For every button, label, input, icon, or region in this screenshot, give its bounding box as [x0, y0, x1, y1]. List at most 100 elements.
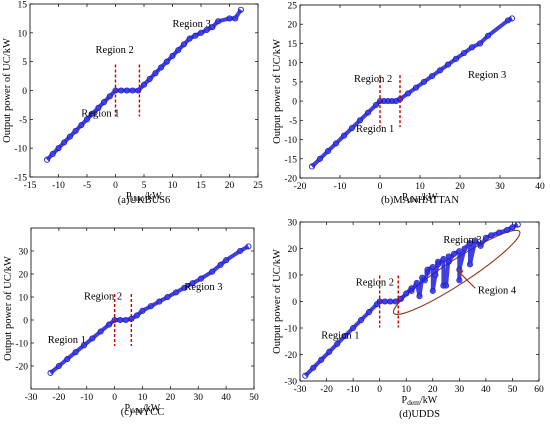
data-point	[440, 256, 447, 263]
x-tick-label: 10	[415, 182, 425, 192]
data-point	[152, 70, 159, 77]
x-tick-label: -10	[347, 385, 360, 395]
y-tick-label: 20	[288, 21, 298, 31]
y-tick-label: -5	[289, 117, 297, 127]
data-point	[334, 340, 341, 347]
data-point	[64, 356, 71, 363]
x-axis-title-sub: dem	[132, 194, 145, 203]
data-point	[412, 84, 420, 91]
data-point	[318, 356, 325, 363]
data-point	[484, 32, 492, 39]
x-tick-label: 20	[455, 182, 465, 192]
data-point	[197, 275, 205, 282]
y-tick-label: -10	[284, 136, 297, 146]
data-point	[326, 348, 333, 355]
data-point	[435, 261, 442, 268]
region-label: Region 2	[356, 278, 394, 289]
x-axis-title: Pdem/kW	[125, 403, 161, 415]
x-axis-title-main: P	[125, 403, 131, 414]
y-tick-label: 30	[288, 219, 298, 229]
data-point	[332, 140, 340, 147]
data-point	[477, 242, 484, 249]
y-tick-label: -20	[284, 175, 297, 185]
data-point	[444, 61, 452, 68]
x-axis-title: Pdem/kW	[402, 192, 438, 204]
x-tick-label: 30	[455, 385, 465, 395]
panel-caption: (a)UKBUS6	[118, 195, 171, 206]
data-point	[445, 258, 452, 265]
y-tick-label: -5	[19, 116, 27, 126]
x-axis-title-main: P	[126, 191, 132, 202]
y-tick-label: -20	[15, 363, 28, 373]
data-point	[472, 237, 479, 244]
data-point	[72, 127, 79, 134]
region-label: Region 4	[478, 286, 517, 297]
data-point	[372, 101, 380, 109]
data-point	[209, 24, 216, 31]
x-tick-label: -10	[80, 393, 93, 403]
data-point	[112, 87, 119, 94]
y-tick-label: 25	[288, 2, 298, 12]
x-tick-label: 20	[225, 181, 235, 191]
panel-caption: (c) NYCC	[121, 407, 164, 418]
data-point	[197, 29, 205, 36]
y-tick-label: -10	[15, 340, 28, 350]
data-point	[348, 124, 356, 132]
data-point	[324, 148, 332, 155]
y-tick-label: -10	[14, 145, 27, 155]
x-axis-title-sub: dem	[130, 406, 143, 415]
data-point	[466, 261, 474, 268]
data-point	[466, 240, 474, 247]
data-point	[316, 155, 324, 162]
data-point	[456, 248, 463, 255]
x-tick-label: -10	[52, 181, 65, 191]
data-point	[342, 332, 349, 340]
data-point	[488, 232, 495, 239]
data-point	[509, 224, 516, 231]
data-band	[45, 8, 243, 162]
x-axis-title: Pdem/kW	[126, 191, 162, 203]
plot-frame	[299, 221, 540, 382]
data-point	[55, 362, 62, 370]
x-tick-label: -30	[294, 385, 307, 395]
data-point	[429, 263, 436, 271]
data-point	[135, 87, 142, 94]
data-point	[89, 335, 96, 342]
data-point	[232, 15, 239, 22]
data-point	[139, 307, 146, 314]
x-tick-label: -20	[294, 182, 307, 192]
data-point	[420, 78, 428, 85]
x-tick-label: 50	[249, 393, 259, 403]
panel-caption: (b)MANHATTAN	[381, 195, 459, 206]
region-label: Region 2	[84, 291, 122, 302]
data-point	[61, 139, 68, 146]
data-point	[424, 266, 431, 273]
panel-caption: (d)UDDS	[399, 409, 440, 420]
x-tick-label: 25	[253, 181, 263, 191]
data-point	[181, 284, 188, 291]
y-tick-label: -20	[284, 351, 297, 361]
region-label: Region 3	[184, 282, 222, 293]
x-axis-title-main: P	[402, 192, 408, 203]
data-point	[245, 243, 252, 250]
data-point	[429, 287, 436, 294]
data-point	[89, 110, 96, 117]
x-tick-label: 0	[378, 182, 383, 192]
data-point	[358, 316, 365, 324]
data-point	[186, 35, 193, 42]
data-point	[468, 44, 476, 51]
x-tick-label: -30	[25, 393, 38, 403]
region-label: Region 1	[48, 335, 86, 346]
data-point	[408, 285, 415, 292]
y-axis-title: Output power of UC/kW	[2, 38, 13, 143]
x-axis-title: Pdem/kW	[402, 395, 438, 407]
data-point	[164, 293, 171, 301]
x-tick-label: 50	[508, 385, 518, 395]
data-point	[310, 364, 317, 371]
x-axis-title-main: P	[402, 395, 408, 406]
x-tick-label: 60	[534, 385, 544, 395]
data-point	[308, 163, 316, 170]
plot-frame	[299, 4, 541, 179]
y-tick-label: 15	[288, 40, 298, 50]
